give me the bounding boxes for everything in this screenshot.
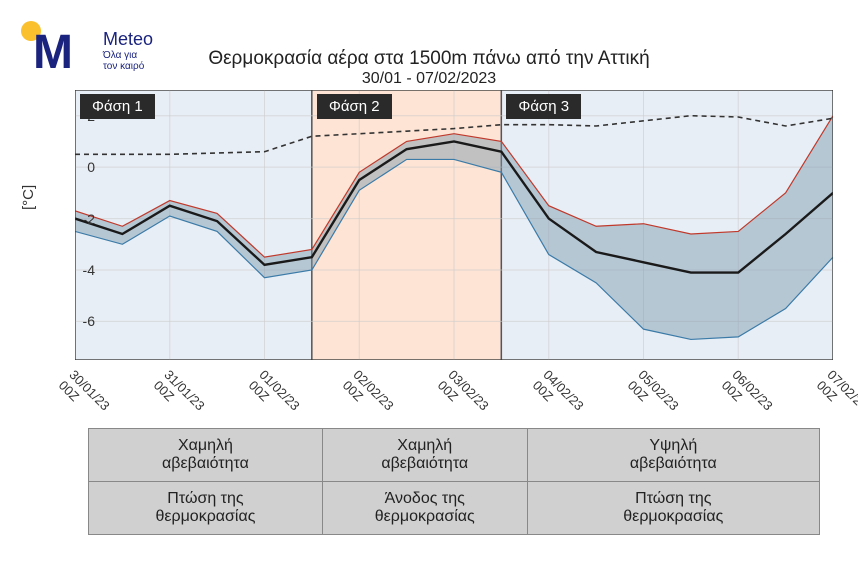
phase-label: Φάση 2 (317, 94, 392, 119)
y-tick-label: -6 (65, 313, 95, 329)
x-tick-label: 04/02/23 00Z (530, 367, 587, 424)
y-tick-label: -2 (65, 211, 95, 227)
chart-svg (75, 90, 833, 360)
x-ticks: 30/01/23 00Z31/01/23 00Z01/02/23 00Z02/0… (75, 365, 833, 425)
y-tick-label: -4 (65, 262, 95, 278)
chart-area (75, 90, 833, 360)
info-cell: Πτώση τηςθερμοκρασίας (527, 482, 819, 535)
x-tick-label: 03/02/23 00Z (435, 367, 492, 424)
x-tick-label: 07/02/23 00Z (814, 367, 858, 424)
phase-label: Φάση 3 (506, 94, 581, 119)
info-table: ΧαμηλήαβεβαιότηταΧαμηλήαβεβαιότηταΥψηλήα… (88, 428, 820, 535)
logo-title: Meteo (103, 29, 153, 50)
x-tick-label: 31/01/23 00Z (151, 367, 208, 424)
x-tick-label: 06/02/23 00Z (719, 367, 776, 424)
phase-label: Φάση 1 (80, 94, 155, 119)
x-tick-label: 30/01/23 00Z (56, 367, 113, 424)
info-cell: Χαμηλήαβεβαιότητα (89, 429, 323, 482)
y-tick-label: 0 (65, 159, 95, 175)
info-cell: Υψηλήαβεβαιότητα (527, 429, 819, 482)
info-cell: Πτώση τηςθερμοκρασίας (89, 482, 323, 535)
x-tick-label: 01/02/23 00Z (245, 367, 302, 424)
chart-subtitle: 30/01 - 07/02/2023 (0, 70, 858, 88)
x-tick-label: 02/02/23 00Z (340, 367, 397, 424)
info-cell: Άνοδος τηςθερμοκρασίας (322, 482, 527, 535)
chart-title: Θερμοκρασία αέρα στα 1500m πάνω από την … (0, 48, 858, 70)
x-tick-label: 05/02/23 00Z (624, 367, 681, 424)
info-cell: Χαμηλήαβεβαιότητα (322, 429, 527, 482)
y-axis-label: [°C] (20, 185, 37, 210)
